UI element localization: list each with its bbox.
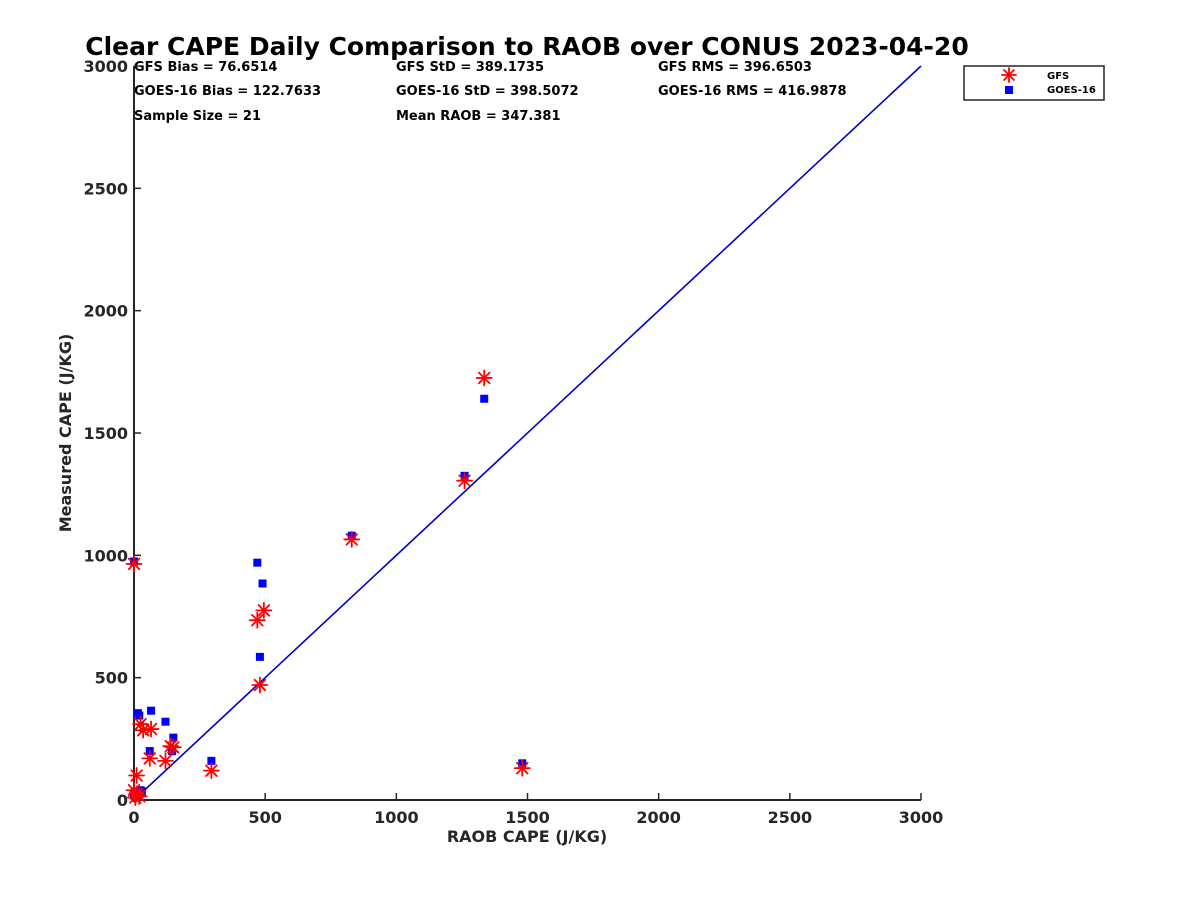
goes16-point bbox=[207, 756, 216, 765]
y-tick-label: 3000 bbox=[83, 57, 128, 76]
gfs-point bbox=[141, 750, 159, 767]
chart-title: Clear CAPE Daily Comparison to RAOB over… bbox=[85, 32, 968, 61]
y-tick-label: 1500 bbox=[83, 424, 128, 443]
goes16-point bbox=[137, 787, 146, 796]
goes16-point bbox=[161, 717, 170, 726]
gfs-point bbox=[142, 720, 160, 738]
gfs-point bbox=[164, 738, 182, 756]
gfs-point bbox=[202, 762, 220, 780]
y-tick-label: 2500 bbox=[83, 179, 128, 198]
gfs-point bbox=[125, 555, 143, 573]
y-tick-label: 500 bbox=[95, 669, 128, 688]
stat-text: GFS Bias = 76.6514 bbox=[134, 60, 277, 75]
legend-gfs-marker bbox=[1001, 67, 1017, 83]
x-tick-label: 1000 bbox=[374, 808, 419, 827]
stat-text: GFS RMS = 396.6503 bbox=[658, 60, 812, 75]
legend-box bbox=[963, 65, 1105, 101]
stat-text: GOES-16 StD = 398.5072 bbox=[396, 84, 579, 99]
stats-block: GFS Bias = 76.6514 GFS StD = 389.1735 GFS … bbox=[134, 60, 847, 124]
x-tick-label: 1500 bbox=[505, 808, 550, 827]
x-tick-label: 0 bbox=[128, 808, 139, 827]
gfs-point bbox=[162, 737, 180, 755]
gfs-point bbox=[157, 752, 174, 770]
legend-gfs-label: GFS bbox=[1047, 71, 1069, 82]
goes16-point bbox=[480, 394, 489, 403]
gfs-point bbox=[513, 759, 531, 777]
goes16-point bbox=[255, 652, 264, 661]
stat-text: GOES-16 Bias = 122.7633 bbox=[134, 84, 321, 99]
series-gfs bbox=[125, 369, 531, 806]
gfs-point bbox=[456, 472, 473, 490]
reference-line bbox=[133, 65, 922, 801]
x-tick-label: 500 bbox=[248, 808, 281, 827]
legend-goes16-marker bbox=[1005, 86, 1013, 94]
legend-gfs-asterisk bbox=[1001, 67, 1017, 83]
gfs-point bbox=[130, 787, 148, 805]
series-goes16 bbox=[130, 394, 527, 802]
y-tick-label: 2000 bbox=[83, 302, 128, 321]
goes16-point bbox=[135, 711, 144, 720]
goes16-point bbox=[253, 558, 262, 567]
gfs-point bbox=[255, 601, 273, 619]
goes16-point bbox=[147, 706, 156, 715]
stat-text: GOES-16 RMS = 416.9878 bbox=[658, 84, 847, 99]
gfs-point bbox=[343, 531, 361, 548]
legend-goes16-label: GOES-16 bbox=[1047, 85, 1096, 96]
goes16-point bbox=[169, 733, 178, 742]
gfs-point bbox=[475, 369, 493, 387]
gfs-point bbox=[134, 721, 152, 739]
gfs-point bbox=[251, 676, 269, 694]
y-tick-label: 0 bbox=[117, 791, 128, 810]
x-tick-label: 2500 bbox=[768, 808, 813, 827]
x-tick-label: 2000 bbox=[636, 808, 681, 827]
x-tick-label: 3000 bbox=[899, 808, 944, 827]
gfs-point bbox=[248, 611, 266, 629]
x-ticks: 0 500 1000 1500 2000 2500 3000 bbox=[128, 793, 943, 827]
y-ticks: 0 500 1000 1500 2000 2500 3000 bbox=[83, 57, 141, 810]
y-tick-label: 1000 bbox=[83, 546, 128, 565]
goes16-point bbox=[258, 579, 267, 588]
legend: GFS GOES-16 bbox=[963, 65, 1105, 101]
gfs-point bbox=[128, 767, 146, 784]
stat-text: GFS StD = 389.1735 bbox=[396, 60, 544, 75]
y-axis-label: Measured CAPE (J/KG) bbox=[56, 334, 75, 533]
goes16-point bbox=[168, 747, 177, 756]
stat-text: Sample Size = 21 bbox=[134, 109, 261, 124]
stat-text: Mean RAOB = 347.381 bbox=[396, 109, 561, 124]
x-axis-label: RAOB CAPE (J/KG) bbox=[447, 827, 607, 846]
